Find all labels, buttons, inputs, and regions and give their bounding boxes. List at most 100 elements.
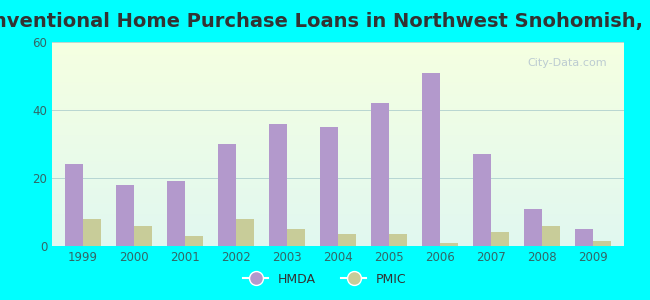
Bar	[52, 101, 624, 102]
Bar	[52, 181, 624, 182]
Bar	[52, 191, 624, 192]
Bar	[52, 209, 624, 210]
Bar	[52, 185, 624, 186]
Bar	[52, 55, 624, 56]
Bar	[83, 219, 101, 246]
Bar	[52, 238, 624, 239]
Bar	[52, 87, 624, 88]
Bar	[52, 50, 624, 51]
Bar	[52, 91, 624, 92]
Bar	[52, 138, 624, 139]
Bar	[52, 210, 624, 211]
Bar	[52, 183, 624, 184]
Bar	[52, 48, 624, 49]
Bar	[236, 219, 254, 246]
Bar	[575, 229, 593, 246]
Bar	[52, 121, 624, 122]
Bar	[52, 176, 624, 177]
Bar	[52, 105, 624, 106]
Bar	[52, 140, 624, 141]
Bar	[52, 57, 624, 58]
Bar	[338, 234, 356, 246]
Bar	[52, 52, 624, 53]
Bar	[389, 234, 407, 246]
Bar	[52, 148, 624, 149]
Bar	[52, 47, 624, 48]
Bar	[52, 177, 624, 178]
Legend: HMDA, PMIC: HMDA, PMIC	[238, 268, 412, 291]
Bar	[52, 194, 624, 195]
Bar	[52, 224, 624, 225]
Bar	[52, 157, 624, 158]
Bar	[52, 160, 624, 161]
Bar	[491, 232, 509, 246]
Bar	[52, 65, 624, 67]
Bar	[52, 229, 624, 230]
Bar	[167, 182, 185, 246]
Bar	[52, 99, 624, 100]
Bar	[52, 178, 624, 179]
Bar	[52, 107, 624, 108]
Bar	[52, 45, 624, 46]
Bar	[52, 201, 624, 202]
Bar	[52, 161, 624, 162]
Bar	[52, 68, 624, 70]
Bar	[52, 213, 624, 214]
Bar	[52, 198, 624, 199]
Bar	[52, 169, 624, 170]
Bar	[52, 116, 624, 118]
Bar	[185, 236, 203, 246]
Bar	[473, 154, 491, 246]
Bar	[52, 60, 624, 62]
Bar	[52, 111, 624, 112]
Bar	[52, 137, 624, 138]
Bar	[52, 61, 624, 62]
Bar	[52, 156, 624, 157]
Bar	[525, 208, 542, 246]
Bar	[52, 242, 624, 243]
Bar	[52, 72, 624, 73]
Bar	[52, 169, 624, 170]
Bar	[52, 215, 624, 216]
Bar	[52, 199, 624, 200]
Bar	[269, 124, 287, 246]
Bar	[52, 103, 624, 104]
Bar	[52, 141, 624, 142]
Bar	[52, 89, 624, 90]
Bar	[52, 129, 624, 130]
Bar	[52, 63, 624, 64]
Bar	[52, 124, 624, 126]
Bar	[52, 155, 624, 156]
Bar	[52, 226, 624, 228]
Bar	[52, 95, 624, 96]
Bar	[52, 207, 624, 208]
Bar	[52, 67, 624, 68]
Bar	[52, 164, 624, 165]
Bar	[218, 144, 236, 246]
Bar	[52, 85, 624, 86]
Bar	[52, 143, 624, 144]
Bar	[52, 109, 624, 110]
Bar	[52, 186, 624, 187]
Bar	[52, 233, 624, 234]
Bar	[52, 77, 624, 78]
Bar	[52, 97, 624, 98]
Bar	[52, 243, 624, 244]
Bar	[52, 106, 624, 107]
Bar	[52, 88, 624, 89]
Bar	[52, 100, 624, 101]
Bar	[287, 229, 305, 246]
Bar	[52, 208, 624, 209]
Bar	[52, 94, 624, 95]
Bar	[52, 182, 624, 183]
Bar	[52, 230, 624, 231]
Bar	[52, 151, 624, 152]
Bar	[52, 119, 624, 121]
Bar	[52, 142, 624, 143]
Bar	[52, 82, 624, 83]
Bar	[52, 90, 624, 91]
Bar	[52, 197, 624, 198]
Bar	[422, 73, 440, 246]
Bar	[65, 164, 83, 246]
Bar	[542, 226, 560, 246]
